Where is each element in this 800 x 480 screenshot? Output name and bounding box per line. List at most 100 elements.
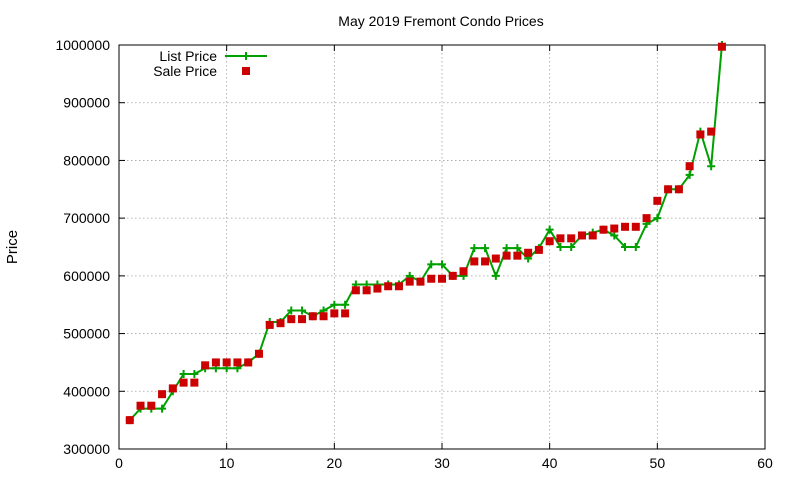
sale-price-marker	[330, 309, 339, 318]
sale-price-marker	[211, 358, 220, 367]
y-axis-label: Price	[4, 230, 21, 264]
sale-price-marker	[179, 378, 188, 387]
y-tick-label: 500000	[63, 326, 110, 342]
sale-price-marker	[384, 282, 393, 291]
sale-price-marker	[524, 248, 533, 257]
sale-price-marker	[653, 196, 662, 205]
sale-price-marker	[319, 312, 328, 321]
chart-title: May 2019 Fremont Condo Prices	[338, 13, 543, 29]
list-price-marker	[610, 231, 619, 240]
axis-ticks: 0 10 20 30 40 50 60 300000 400000 500000 600000 700…	[55, 37, 773, 471]
y-tick-label: 600000	[63, 268, 110, 284]
sale-price-marker	[481, 257, 490, 266]
sale-price-marker	[534, 245, 543, 254]
sale-price-marker	[642, 214, 651, 223]
legend-label-sale-price: Sale Price	[153, 63, 217, 79]
list-price-marker	[502, 244, 511, 253]
list-price-marker	[707, 162, 716, 171]
sale-price-marker	[610, 224, 619, 233]
y-tick-label: 400000	[63, 383, 110, 399]
sale-price-marker	[577, 231, 586, 240]
list-price-marker	[545, 225, 554, 234]
list-price-marker	[513, 244, 522, 253]
list-price-marker	[179, 369, 188, 378]
list-price-marker	[438, 260, 446, 269]
sale-price-marker	[545, 237, 554, 246]
sale-price-marker	[631, 222, 640, 231]
sale-price-marker	[416, 277, 425, 286]
sale-price-marker	[362, 286, 371, 295]
sale-price-marker	[287, 315, 296, 324]
sale-price-marker	[448, 271, 457, 280]
list-price-marker	[621, 243, 630, 251]
x-tick-label: 60	[757, 455, 773, 471]
y-tick-label: 300000	[63, 441, 110, 457]
sale-price-marker	[308, 312, 317, 321]
sale-price-marker	[556, 234, 565, 243]
sale-price-marker	[491, 254, 500, 263]
list-price-marker	[330, 300, 339, 309]
list-price-marker	[685, 170, 694, 179]
list-price-marker	[287, 306, 296, 315]
list-price-marker	[470, 244, 479, 253]
sale-price-marker	[136, 401, 145, 410]
sale-price-marker	[621, 222, 630, 231]
sale-price-marker	[405, 277, 414, 286]
series-layer	[125, 41, 726, 425]
sale-price-marker	[201, 361, 210, 370]
y-tick-label: 1000000	[55, 37, 110, 53]
sale-price-marker	[222, 358, 231, 367]
list-price-marker	[631, 243, 640, 251]
x-tick-label: 40	[542, 455, 558, 471]
sale-price-marker	[254, 349, 263, 358]
list-price-marker	[298, 306, 307, 315]
sale-price-marker	[233, 358, 242, 367]
x-tick-label: 10	[219, 455, 235, 471]
list-price-marker	[341, 300, 350, 309]
list-price-marker	[158, 404, 167, 413]
list-price-marker	[491, 271, 500, 280]
sale-price-marker	[265, 320, 274, 329]
list-price-marker	[653, 214, 662, 223]
sale-price-marker	[373, 284, 382, 293]
sale-price-marker	[707, 127, 716, 136]
list-price-marker	[190, 369, 199, 378]
y-tick-label: 900000	[63, 95, 110, 111]
sale-price-marker	[244, 358, 253, 367]
sale-price-marker	[298, 315, 307, 324]
x-tick-label: 20	[327, 455, 343, 471]
sale-price-marker	[502, 251, 511, 260]
sale-price-marker	[674, 185, 683, 194]
sale-price-marker	[351, 286, 360, 295]
sale-price-marker	[276, 319, 285, 328]
sale-price-marker	[168, 384, 177, 393]
sale-price-marker	[696, 130, 705, 139]
sale-price-marker	[341, 309, 350, 318]
sale-price-marker	[147, 401, 156, 410]
sale-price-marker	[717, 42, 726, 51]
y-tick-label: 800000	[63, 152, 110, 168]
sale-price-marker	[394, 282, 403, 291]
sale-price-marker	[459, 267, 468, 276]
sale-price-marker	[190, 378, 199, 387]
list-price-marker	[427, 260, 436, 269]
legend-swatch-sale-price-marker	[242, 67, 250, 75]
legend-label-list-price: List Price	[159, 48, 217, 64]
sale-price-marker	[664, 185, 673, 194]
y-tick-label: 700000	[63, 210, 110, 226]
x-tick-label: 30	[434, 455, 450, 471]
sale-price-marker	[588, 231, 597, 240]
sale-price-marker	[567, 234, 576, 243]
sale-price-marker	[470, 257, 479, 266]
legend-swatch-list-price-marker	[242, 52, 250, 60]
grid-lines	[119, 45, 765, 449]
sale-price-marker	[685, 162, 694, 171]
list-price-marker	[556, 243, 565, 251]
x-tick-label: 50	[650, 455, 666, 471]
sale-price-marker	[438, 274, 446, 283]
legend: List Price Sale Price	[153, 48, 267, 79]
sale-price-marker	[513, 251, 522, 260]
sale-price-marker	[427, 274, 436, 283]
sale-price-marker	[599, 225, 608, 234]
